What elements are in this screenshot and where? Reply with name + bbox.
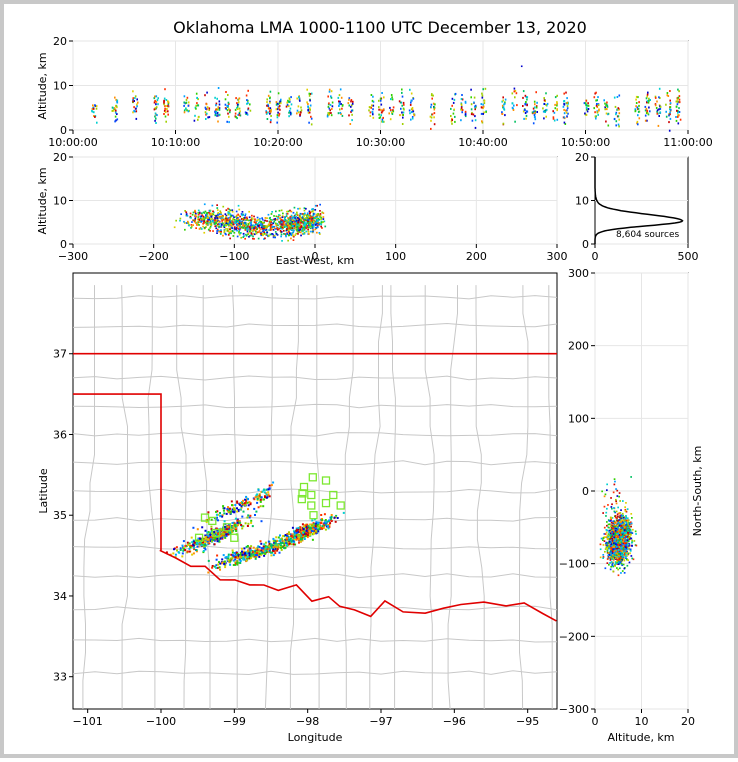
lma-figure: Oklahoma LMA 1000-1100 UTC December 13, …	[0, 0, 738, 758]
figure-frame	[0, 0, 738, 758]
